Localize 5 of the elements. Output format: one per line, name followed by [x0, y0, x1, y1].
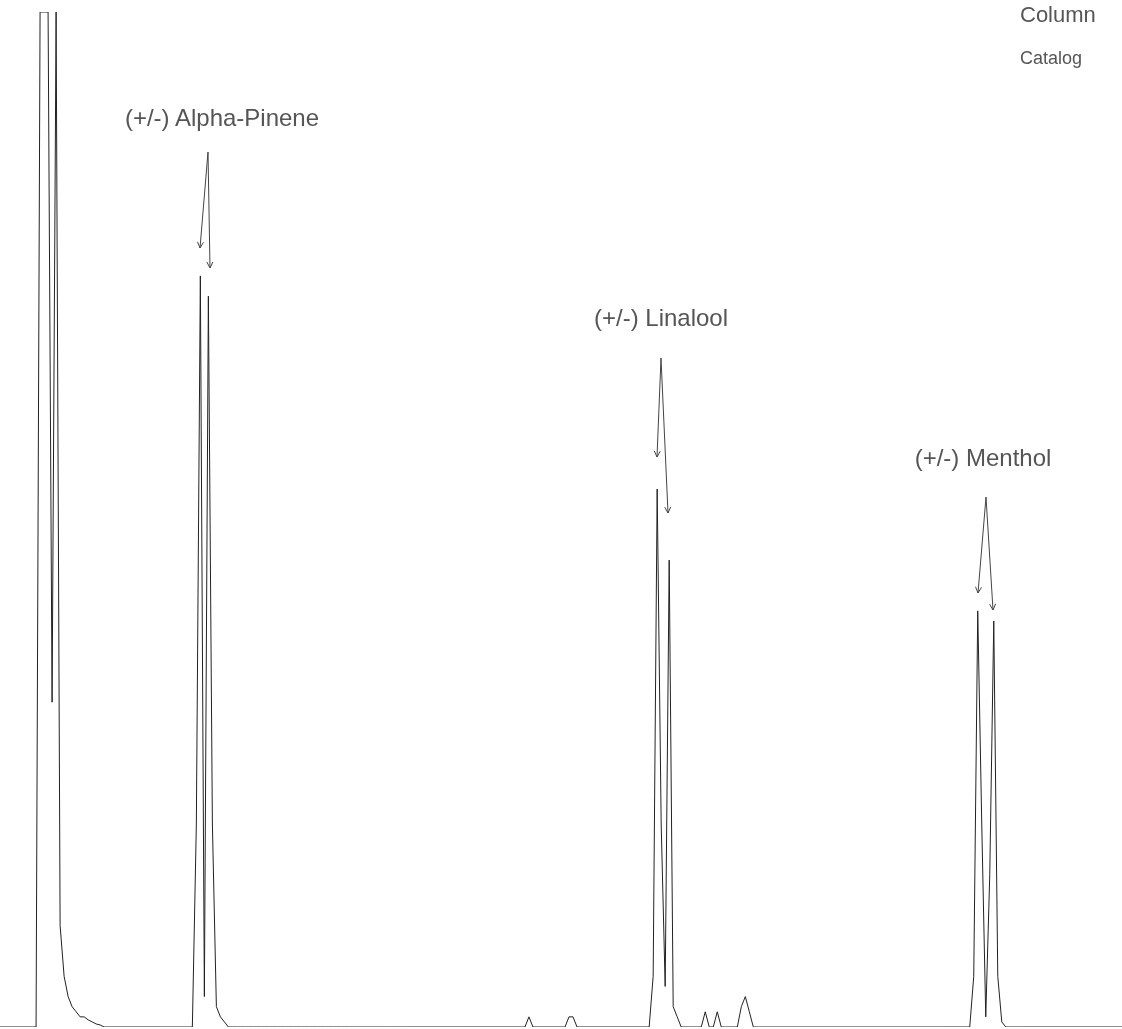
- annotation: (+/-) Linalool: [593, 304, 729, 332]
- annotation: Column: [1020, 2, 1096, 28]
- annotation: Catalog: [1020, 48, 1083, 69]
- annotation: (+/-) Alpha-Pinene: [124, 104, 320, 132]
- annotation: (+/-) Menthol: [914, 444, 1052, 472]
